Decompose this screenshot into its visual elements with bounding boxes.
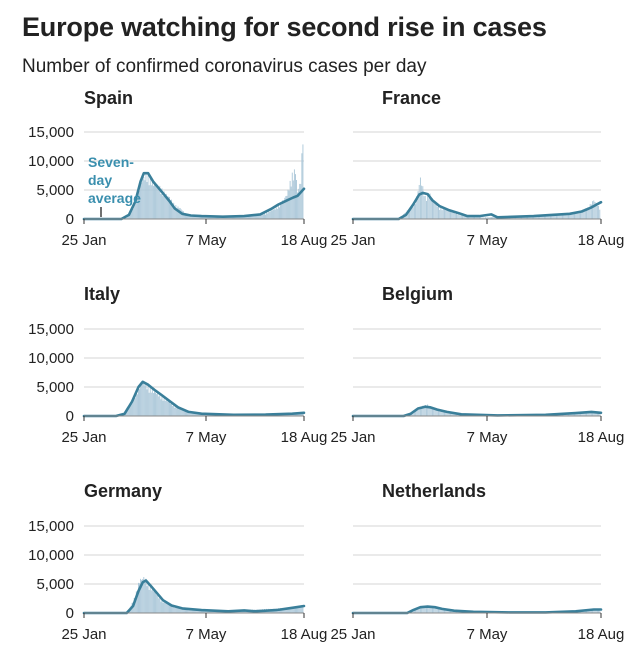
- y-tick-label: 10,000: [28, 547, 74, 564]
- y-tick-label: 10,000: [28, 350, 74, 367]
- y-tick-label: 5,000: [36, 182, 74, 199]
- y-tick-label: 15,000: [28, 518, 74, 535]
- panel-netherlands: Netherlands 25 Jan 7 May 18 Aug: [330, 481, 624, 643]
- panel-spain: Spain 15,000 10,000 5,000 0 25 Jan 7 May 18 Aug…: [28, 88, 327, 249]
- y-tick-label: 10,000: [28, 153, 74, 170]
- seven-day-average-line: [351, 405, 603, 418]
- x-tick-label: 7 May: [186, 232, 227, 249]
- x-tick-label: 18 Aug: [281, 429, 328, 446]
- daily-bars: [128, 577, 304, 613]
- seven-day-average-line: [351, 191, 603, 221]
- y-tick-label: 0: [66, 605, 74, 622]
- panel-france: France 25 Jan 7 May 18 Aug: [330, 88, 624, 249]
- seven-day-average-annotation: Seven-day average: [88, 154, 141, 217]
- x-tick-label: 18 Aug: [281, 232, 328, 249]
- x-tick-label: 7 May: [467, 626, 508, 643]
- panel-italy: Italy 15,000 10,000 5,000 0 25 Jan 7 May 18 Aug: [28, 284, 327, 446]
- panel-title: France: [382, 88, 441, 108]
- x-tick-label: 7 May: [467, 232, 508, 249]
- panel-title: Belgium: [382, 284, 453, 304]
- annotation-label: day: [88, 172, 112, 188]
- annotation-label: Seven-: [88, 154, 134, 170]
- x-tick-label: 18 Aug: [578, 232, 625, 249]
- x-tick-label: 25 Jan: [330, 626, 375, 643]
- panel-title: Netherlands: [382, 481, 486, 501]
- y-tick-label: 5,000: [36, 576, 74, 593]
- y-tick-label: 15,000: [28, 321, 74, 338]
- y-tick-label: 0: [66, 211, 74, 228]
- x-tick-label: 25 Jan: [61, 626, 106, 643]
- seven-day-average-line: [351, 605, 603, 615]
- panel-title: Spain: [84, 88, 133, 108]
- x-tick-label: 7 May: [186, 429, 227, 446]
- y-tick-label: 0: [66, 408, 74, 425]
- y-tick-label: 5,000: [36, 379, 74, 396]
- y-tick-label: 15,000: [28, 124, 74, 141]
- x-tick-label: 7 May: [467, 429, 508, 446]
- panel-title: Germany: [84, 481, 162, 501]
- seven-day-average-line: [82, 380, 306, 418]
- chart-title: Europe watching for second rise in cases: [22, 12, 547, 42]
- chart-subtitle: Number of confirmed coronavirus cases pe…: [22, 56, 427, 77]
- seven-day-average-line: [82, 171, 306, 221]
- x-tick-label: 25 Jan: [61, 429, 106, 446]
- x-tick-label: 7 May: [186, 626, 227, 643]
- x-tick-label: 18 Aug: [578, 626, 625, 643]
- annotation-label: average: [88, 190, 141, 206]
- seven-day-average-line: [82, 579, 306, 615]
- x-tick-label: 18 Aug: [578, 429, 625, 446]
- daily-bars: [118, 144, 304, 219]
- x-tick-label: 25 Jan: [330, 429, 375, 446]
- panel-title: Italy: [84, 284, 120, 304]
- x-tick-label: 18 Aug: [281, 626, 328, 643]
- x-tick-label: 25 Jan: [330, 232, 375, 249]
- x-tick-label: 25 Jan: [61, 232, 106, 249]
- panel-belgium: Belgium 25 Jan 7 May 18 Aug: [330, 284, 624, 446]
- panel-germany: Germany 15,000 10,000 5,000 0 25 Jan 7 May 18 A…: [28, 481, 327, 643]
